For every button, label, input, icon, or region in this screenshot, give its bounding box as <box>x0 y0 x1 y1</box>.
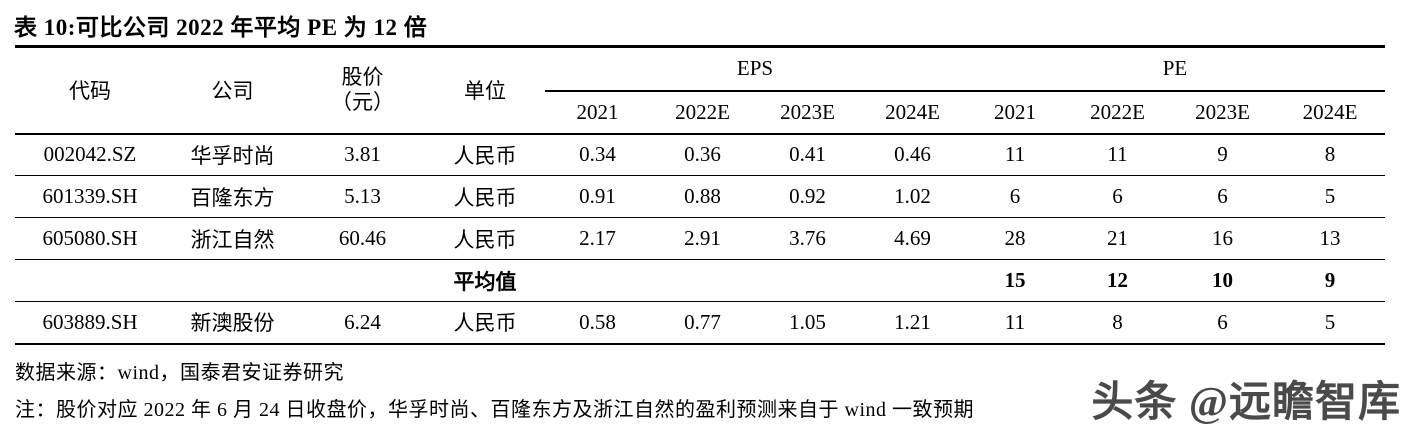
cell-pe-2023e: 16 <box>1170 217 1275 260</box>
table-row-zhejiang: 605080.SH 浙江自然 60.46 人民币 2.17 2.91 3.76 … <box>15 217 1386 260</box>
table-row-average: 平均值 15 12 10 9 <box>15 259 1386 302</box>
data-source-note: 数据来源：wind，国泰君安证券研究 <box>15 362 344 384</box>
cell-pe-2023e: 6 <box>1170 175 1275 218</box>
cell-eps-2023e-empty <box>755 259 860 302</box>
cell-eps-2021-empty <box>545 259 650 302</box>
cell-pe-2023e: 6 <box>1217 309 1228 334</box>
cell-unit: 人民币 <box>453 311 517 336</box>
cell-unit: 人民币 <box>425 217 545 260</box>
page-title: 表 10:可比公司 2022 年平均 PE 为 12 倍 <box>14 15 428 40</box>
cell-eps-2022e: 0.77 <box>684 309 721 334</box>
cell-price: 3.81 <box>300 133 425 176</box>
cell-eps-2023e: 0.41 <box>755 133 860 176</box>
cell-eps-2023e: 1.05 <box>789 309 826 334</box>
cell-average-label: 平均值 <box>425 259 545 302</box>
cell-pe-2024e: 13 <box>1275 217 1386 260</box>
header-eps-2024e: 2024E <box>860 90 965 135</box>
cell-company: 华孚时尚 <box>165 133 300 176</box>
header-pe-group: PE <box>965 46 1386 92</box>
cell-code: 002042.SZ <box>15 133 165 176</box>
cell-avg-pe-2021: 15 <box>965 259 1065 302</box>
cell-eps-2022e-empty <box>650 259 755 302</box>
header-pe-2023e: 2023E <box>1170 90 1275 135</box>
cell-pe-2021: 11 <box>1004 309 1026 334</box>
cell-eps-2021: 2.17 <box>545 217 650 260</box>
cell-eps-2024e: 1.21 <box>894 309 931 334</box>
cell-pe-2024e: 5 <box>1275 175 1386 218</box>
table-row-xinao: 603889.SH 新澳股份 6.24 人民币 0.58 0.77 1.05 1… <box>15 302 1385 344</box>
footnote: 注：股价对应 2022 年 6 月 24 日收盘价，华孚时尚、百隆东方及浙江自然… <box>15 399 974 421</box>
cell-pe-2021: 6 <box>965 175 1065 218</box>
header-eps-group: EPS <box>545 46 965 92</box>
header-eps-2021: 2021 <box>545 90 650 135</box>
cell-eps-2023e: 0.92 <box>755 175 860 218</box>
cell-company: 百隆东方 <box>165 175 300 218</box>
cell-code: 605080.SH <box>15 217 165 260</box>
cell-pe-2023e: 9 <box>1170 133 1275 176</box>
cell-avg-pe-2023e: 10 <box>1170 259 1275 302</box>
header-pe-2022e: 2022E <box>1065 90 1170 135</box>
cell-eps-2021: 0.91 <box>545 175 650 218</box>
header-unit: 单位 <box>425 46 545 135</box>
cell-eps-2021: 0.34 <box>545 133 650 176</box>
cell-code-empty <box>15 259 165 302</box>
cell-code: 601339.SH <box>15 175 165 218</box>
table-row-huafu: 002042.SZ 华孚时尚 3.81 人民币 0.34 0.36 0.41 0… <box>15 133 1386 176</box>
cell-eps-2021: 0.58 <box>579 309 616 334</box>
header-price-line1: 股价 <box>341 65 384 90</box>
cell-company-empty <box>165 259 300 302</box>
header-company: 公司 <box>165 46 300 135</box>
header-price-line2: （元） <box>331 90 394 115</box>
header-eps-2022e: 2022E <box>650 90 755 135</box>
cell-pe-2024e: 8 <box>1275 133 1386 176</box>
table-row-bailong: 601339.SH 百隆东方 5.13 人民币 0.91 0.88 0.92 1… <box>15 175 1386 218</box>
cell-eps-2024e: 4.69 <box>860 217 965 260</box>
cell-eps-2023e: 3.76 <box>755 217 860 260</box>
cell-eps-2022e: 0.36 <box>650 133 755 176</box>
cell-pe-2022e: 21 <box>1065 217 1170 260</box>
header-eps-2023e: 2023E <box>755 90 860 135</box>
cell-eps-2022e: 2.91 <box>650 217 755 260</box>
cell-avg-pe-2024e: 9 <box>1275 259 1386 302</box>
header-group-row: 代码 公司 股价 （元） 单位 EPS PE <box>15 46 1386 135</box>
comparable-companies-table: 代码 公司 股价 （元） 单位 EPS PE 2021 2022E 2023E … <box>15 45 1386 345</box>
header-code: 代码 <box>15 46 165 135</box>
cell-pe-2024e: 5 <box>1324 309 1336 334</box>
cell-pe-2022e: 8 <box>1112 309 1123 334</box>
cell-pe-2021: 11 <box>965 133 1065 176</box>
cell-unit: 人民币 <box>425 133 545 176</box>
cell-avg-pe-2022e: 12 <box>1065 259 1170 302</box>
cell-unit: 人民币 <box>425 175 545 218</box>
cell-eps-2024e: 0.46 <box>860 133 965 176</box>
cell-code: 603889.SH <box>42 309 138 334</box>
cell-pe-2022e: 11 <box>1065 133 1170 176</box>
cell-company: 新澳股份 <box>190 311 275 336</box>
header-price: 股价 （元） <box>300 46 425 135</box>
header-pe-2021: 2021 <box>965 90 1065 135</box>
cell-price: 5.13 <box>300 175 425 218</box>
cell-company: 浙江自然 <box>165 217 300 260</box>
cell-eps-2022e: 0.88 <box>650 175 755 218</box>
header-pe-2024e: 2024E <box>1275 90 1386 135</box>
cell-eps-2024e: 1.02 <box>860 175 965 218</box>
cell-price: 6.24 <box>344 309 381 334</box>
cell-eps-2024e-empty <box>860 259 965 302</box>
cell-pe-2022e: 6 <box>1065 175 1170 218</box>
header-year-row: 2021 2022E 2023E 2024E 2021 2022E 2023E … <box>15 90 1386 135</box>
cell-pe-2021: 28 <box>965 217 1065 260</box>
cell-price: 60.46 <box>300 217 425 260</box>
cell-price-empty <box>300 259 425 302</box>
watermark: 头条 @远瞻智库 <box>1091 380 1401 426</box>
